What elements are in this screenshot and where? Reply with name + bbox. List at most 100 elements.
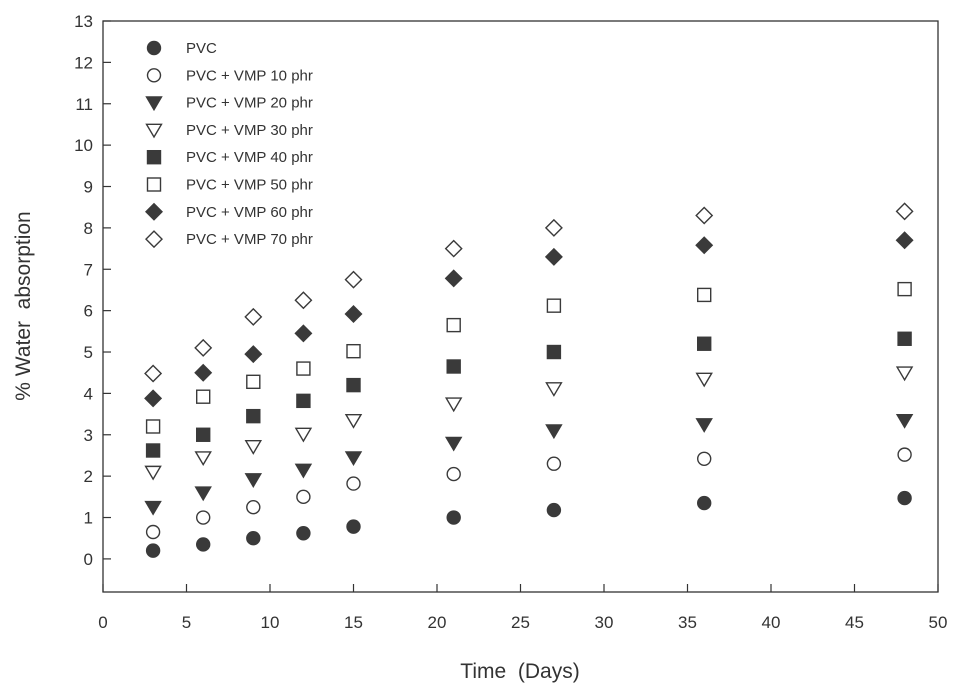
data-point (344, 270, 363, 289)
data-point (144, 500, 162, 516)
data-point (897, 281, 912, 297)
data-point (545, 424, 563, 440)
legend-label: PVC + VMP 40 phr (186, 149, 313, 166)
data-point (444, 269, 463, 288)
legend-marker (145, 123, 163, 139)
data-point (294, 463, 313, 479)
x-tick-label: 10 (261, 613, 280, 632)
data-point (296, 393, 311, 409)
data-point (546, 502, 562, 518)
data-point (145, 524, 161, 540)
x-tick-label: 20 (428, 613, 447, 632)
y-tick-label: 4 (84, 384, 93, 403)
data-point (244, 345, 263, 364)
series-4 (145, 331, 912, 458)
data-point (446, 359, 461, 374)
y-tick-label: 12 (74, 53, 93, 72)
legend-marker (146, 177, 162, 192)
data-point (294, 324, 313, 343)
y-tick-label: 8 (84, 219, 93, 238)
x-tick-label: 5 (182, 613, 191, 632)
data-point (145, 543, 161, 558)
data-point (546, 298, 562, 313)
x-axis: 0 5 10 15 20 25 30 35 40 45 50 (98, 584, 947, 632)
legend-label: PVC (186, 40, 217, 57)
y-tick-label: 7 (84, 260, 93, 279)
series-2 (144, 413, 914, 516)
legend-item: PVC + VMP 50 phr (146, 177, 313, 194)
data-point (195, 427, 211, 442)
legend-marker (146, 40, 162, 56)
y-tick-label: 13 (74, 12, 93, 31)
data-point (344, 304, 363, 323)
data-point (346, 377, 361, 393)
data-markers (144, 202, 914, 558)
data-point (897, 447, 912, 462)
y-tick-label: 9 (84, 178, 93, 197)
legend: PVC PVC + VMP 10 phr PVC + VMP 20 phr PVC +… (145, 40, 313, 248)
data-point (697, 336, 712, 351)
legend-label: PVC + VMP 20 phr (186, 95, 313, 112)
legend-item: PVC + VMP 40 phr (146, 149, 313, 166)
y-axis-title: % Water absorption (12, 211, 35, 400)
data-point (544, 218, 563, 237)
data-point (444, 239, 463, 258)
data-point (246, 499, 261, 515)
x-tick-label: 40 (762, 613, 781, 632)
data-point (546, 344, 562, 360)
legend-marker (146, 68, 162, 83)
data-point (346, 343, 361, 359)
legend-marker (146, 149, 162, 165)
data-point (194, 451, 212, 467)
x-tick-label: 50 (929, 613, 948, 632)
y-tick-label: 0 (84, 550, 93, 569)
data-point (895, 231, 914, 250)
x-axis-title: Time (Days) (460, 660, 579, 683)
data-point (296, 526, 311, 541)
data-point (145, 443, 161, 458)
legend-label: PVC + VMP 30 phr (186, 122, 313, 139)
data-point (346, 519, 361, 534)
data-point (897, 490, 912, 506)
data-point (294, 427, 313, 443)
data-point (246, 408, 261, 424)
data-point (695, 236, 714, 255)
series-3 (144, 366, 914, 481)
legend-item: PVC + VMP 60 phr (145, 202, 313, 221)
data-point (244, 473, 263, 488)
data-point (897, 331, 912, 346)
data-point (344, 451, 363, 467)
data-point (144, 389, 163, 408)
data-point (346, 476, 361, 491)
data-point (246, 531, 261, 546)
series-0 (145, 490, 912, 558)
data-point (546, 456, 562, 471)
legend-item: PVC + VMP 30 phr (145, 122, 313, 139)
series-5 (145, 281, 912, 434)
legend-label: PVC + VMP 10 phr (186, 67, 313, 84)
data-point (195, 389, 211, 404)
data-point (444, 397, 463, 413)
legend-item: PVC (146, 40, 217, 57)
x-tick-label: 25 (511, 613, 530, 632)
y-tick-label: 6 (84, 302, 93, 321)
data-point (446, 466, 461, 482)
legend-marker (145, 96, 163, 112)
data-point (695, 418, 713, 433)
data-point (195, 537, 211, 552)
data-point (695, 372, 713, 388)
legend-label: PVC + VMP 70 phr (186, 231, 313, 248)
data-point (194, 338, 213, 357)
data-point (695, 206, 714, 225)
x-tick-label: 45 (845, 613, 864, 632)
y-tick-label: 10 (74, 136, 93, 155)
data-point (544, 247, 563, 266)
x-tick-label: 0 (98, 613, 107, 632)
series-6 (144, 231, 914, 408)
data-point (895, 202, 914, 221)
data-point (244, 440, 263, 455)
x-tick-label: 15 (344, 613, 363, 632)
y-tick-label: 5 (84, 343, 93, 362)
